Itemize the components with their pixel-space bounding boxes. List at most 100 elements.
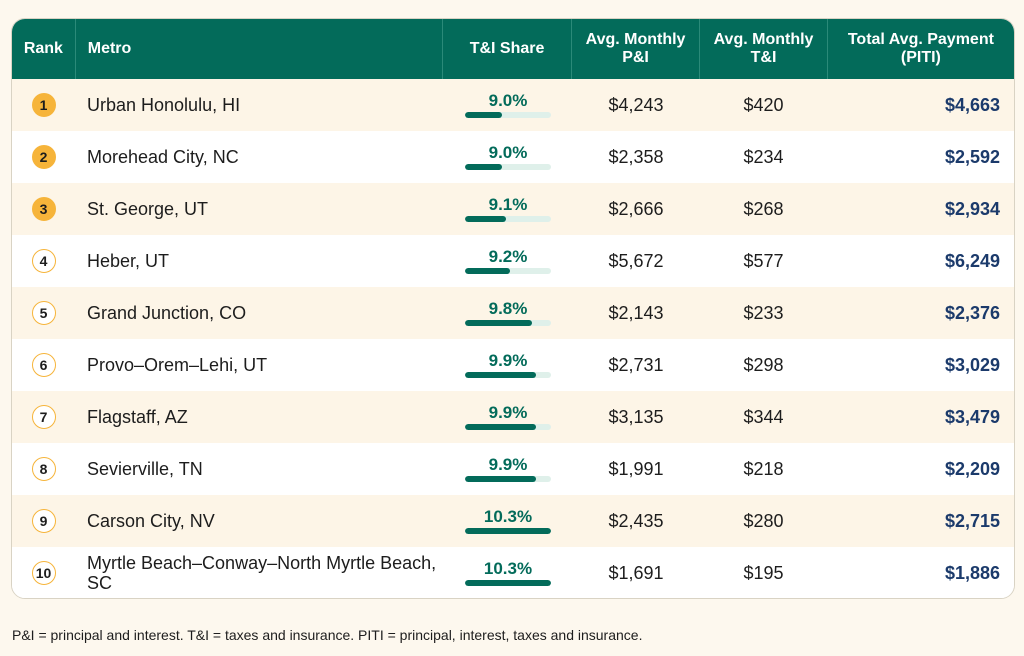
total-value: $2,715 bbox=[944, 510, 1000, 531]
share-value: 9.9% bbox=[488, 455, 528, 474]
share-cell: 9.0% bbox=[444, 79, 572, 131]
ti-value: $234 bbox=[743, 146, 784, 167]
share-cell: 9.0% bbox=[444, 131, 572, 183]
pi-cell: $2,143 bbox=[572, 287, 700, 339]
rank-cell: 1 bbox=[12, 79, 75, 131]
share-value: 9.2% bbox=[488, 247, 528, 266]
share-value: 9.9% bbox=[488, 403, 528, 422]
metro-cell: Heber, UT bbox=[75, 235, 444, 287]
pi-cell: $1,991 bbox=[572, 443, 700, 495]
metro-name: Carson City, NV bbox=[87, 511, 215, 531]
total-value: $2,934 bbox=[944, 198, 1000, 219]
share-bar-track bbox=[465, 528, 551, 534]
metro-name: Flagstaff, AZ bbox=[87, 407, 188, 427]
share-cell: 9.9% bbox=[444, 443, 572, 495]
table-body: 1 Urban Honolulu, HI 9.0% $4,243 $420 $4… bbox=[12, 79, 1014, 598]
ti-cell: $218 bbox=[700, 443, 827, 495]
share-value: 10.3% bbox=[483, 559, 533, 578]
pi-value: $5,672 bbox=[608, 250, 664, 271]
table-row: 9 Carson City, NV 10.3% $2,435 $280 $2,7… bbox=[12, 495, 1014, 547]
table-header: Rank Metro T&I Share Avg. Monthly P&I Av… bbox=[12, 19, 1014, 79]
share-cell: 9.2% bbox=[444, 235, 572, 287]
metro-cell: Myrtle Beach–Conway–North Myrtle Beach, … bbox=[75, 547, 444, 598]
metro-name: Urban Honolulu, HI bbox=[87, 95, 241, 115]
share-bar-track bbox=[465, 580, 551, 586]
total-cell: $4,663 bbox=[827, 79, 1014, 131]
total-value: $6,249 bbox=[944, 250, 1000, 271]
metro-cell: Urban Honolulu, HI bbox=[75, 79, 444, 131]
share-bar-track bbox=[465, 268, 551, 274]
rank-badge: 3 bbox=[31, 197, 56, 221]
metro-cell: Carson City, NV bbox=[75, 495, 444, 547]
metro-name: Grand Junction, CO bbox=[87, 303, 247, 323]
ti-cell: $234 bbox=[700, 131, 827, 183]
total-value: $1,886 bbox=[944, 562, 1000, 583]
pi-value: $2,435 bbox=[608, 510, 664, 531]
share-bar-track bbox=[465, 476, 551, 482]
metro-cell: Morehead City, NC bbox=[75, 131, 444, 183]
table-row: 6 Provo–Orem–Lehi, UT 9.9% $2,731 $298 $… bbox=[12, 339, 1014, 391]
rank-badge: 9 bbox=[31, 509, 56, 533]
header-pi: Avg. Monthly P&I bbox=[572, 19, 701, 79]
ti-value: $298 bbox=[743, 354, 784, 375]
share-value: 9.0% bbox=[488, 143, 528, 162]
table-row: 1 Urban Honolulu, HI 9.0% $4,243 $420 $4… bbox=[12, 79, 1014, 131]
rank-cell: 6 bbox=[12, 339, 75, 391]
total-cell: $6,249 bbox=[827, 235, 1014, 287]
payment-table: Rank Metro T&I Share Avg. Monthly P&I Av… bbox=[11, 18, 1015, 599]
metro-cell: Provo–Orem–Lehi, UT bbox=[75, 339, 444, 391]
table-row: 5 Grand Junction, CO 9.8% $2,143 $233 $2… bbox=[12, 287, 1014, 339]
pi-value: $4,243 bbox=[608, 94, 664, 115]
total-cell: $2,209 bbox=[827, 443, 1014, 495]
share-bar-fill bbox=[465, 580, 551, 586]
rank-badge: 2 bbox=[31, 145, 56, 169]
header-metro: Metro bbox=[76, 19, 444, 79]
header-total: Total Avg. Payment (PITI) bbox=[847, 31, 994, 66]
rank-cell: 4 bbox=[12, 235, 75, 287]
total-value: $2,209 bbox=[944, 458, 1000, 479]
share-bar-fill bbox=[465, 424, 537, 430]
share-bar-fill bbox=[465, 268, 510, 274]
rank-cell: 3 bbox=[12, 183, 75, 235]
ti-cell: $280 bbox=[700, 495, 827, 547]
total-cell: $3,479 bbox=[827, 391, 1014, 443]
pi-value: $1,991 bbox=[608, 458, 664, 479]
metro-name: Myrtle Beach–Conway–North Myrtle Beach, … bbox=[87, 553, 437, 593]
table-row: 2 Morehead City, NC 9.0% $2,358 $234 $2,… bbox=[12, 131, 1014, 183]
share-cell: 10.3% bbox=[444, 547, 572, 598]
share-bar-track bbox=[465, 216, 551, 222]
total-value: $4,663 bbox=[944, 94, 1000, 115]
rank-badge: 7 bbox=[31, 405, 56, 429]
total-cell: $3,029 bbox=[827, 339, 1014, 391]
share-bar-track bbox=[465, 112, 551, 118]
total-value: $2,376 bbox=[944, 302, 1000, 323]
share-value: 9.0% bbox=[488, 91, 528, 110]
share-value: 9.9% bbox=[488, 351, 528, 370]
ti-value: $420 bbox=[743, 94, 784, 115]
share-cell: 9.8% bbox=[444, 287, 572, 339]
metro-name: Morehead City, NC bbox=[87, 147, 239, 167]
pi-value: $1,691 bbox=[608, 562, 664, 583]
total-cell: $2,376 bbox=[827, 287, 1014, 339]
share-bar-fill bbox=[465, 320, 533, 326]
pi-cell: $1,691 bbox=[572, 547, 700, 598]
header-ti: Avg. Monthly T&I bbox=[700, 19, 828, 79]
share-bar-track bbox=[465, 320, 551, 326]
pi-cell: $2,731 bbox=[572, 339, 700, 391]
total-cell: $1,886 bbox=[827, 547, 1014, 598]
pi-cell: $2,666 bbox=[572, 183, 700, 235]
share-cell: 9.9% bbox=[444, 339, 572, 391]
total-cell: $2,715 bbox=[827, 495, 1014, 547]
ti-cell: $344 bbox=[700, 391, 827, 443]
pi-cell: $3,135 bbox=[572, 391, 700, 443]
share-bar-fill bbox=[465, 216, 507, 222]
ti-value: $344 bbox=[743, 406, 784, 427]
pi-cell: $2,358 bbox=[572, 131, 700, 183]
total-value: $2,592 bbox=[944, 146, 1000, 167]
table-row: 3 St. George, UT 9.1% $2,666 $268 $2,934 bbox=[12, 183, 1014, 235]
ti-value: $577 bbox=[743, 250, 784, 271]
ti-cell: $420 bbox=[700, 79, 827, 131]
ti-cell: $268 bbox=[700, 183, 827, 235]
rank-cell: 8 bbox=[12, 443, 75, 495]
rank-cell: 5 bbox=[12, 287, 75, 339]
